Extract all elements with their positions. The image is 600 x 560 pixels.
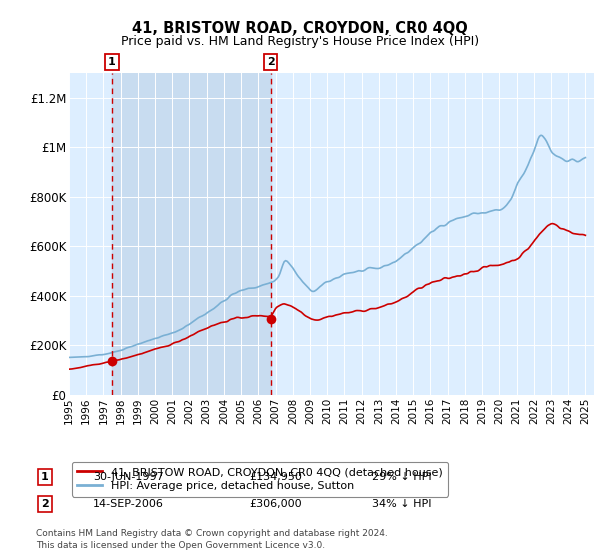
Text: Contains HM Land Registry data © Crown copyright and database right 2024.
This d: Contains HM Land Registry data © Crown c… — [36, 529, 388, 550]
Text: 1: 1 — [41, 472, 49, 482]
Text: 2: 2 — [266, 57, 274, 67]
Text: Price paid vs. HM Land Registry's House Price Index (HPI): Price paid vs. HM Land Registry's House … — [121, 35, 479, 48]
Text: 30-JUN-1997: 30-JUN-1997 — [93, 472, 164, 482]
Bar — [112, 73, 271, 395]
Text: 1: 1 — [108, 57, 116, 67]
Text: 2: 2 — [41, 499, 49, 509]
Text: 29% ↓ HPI: 29% ↓ HPI — [372, 472, 431, 482]
Text: 14-SEP-2006: 14-SEP-2006 — [93, 499, 164, 509]
Text: £306,000: £306,000 — [249, 499, 302, 509]
Text: 41, BRISTOW ROAD, CROYDON, CR0 4QQ: 41, BRISTOW ROAD, CROYDON, CR0 4QQ — [132, 21, 468, 36]
Text: 34% ↓ HPI: 34% ↓ HPI — [372, 499, 431, 509]
Legend: 41, BRISTOW ROAD, CROYDON, CR0 4QQ (detached house), HPI: Average price, detache: 41, BRISTOW ROAD, CROYDON, CR0 4QQ (deta… — [72, 461, 448, 497]
Text: £134,950: £134,950 — [249, 472, 302, 482]
